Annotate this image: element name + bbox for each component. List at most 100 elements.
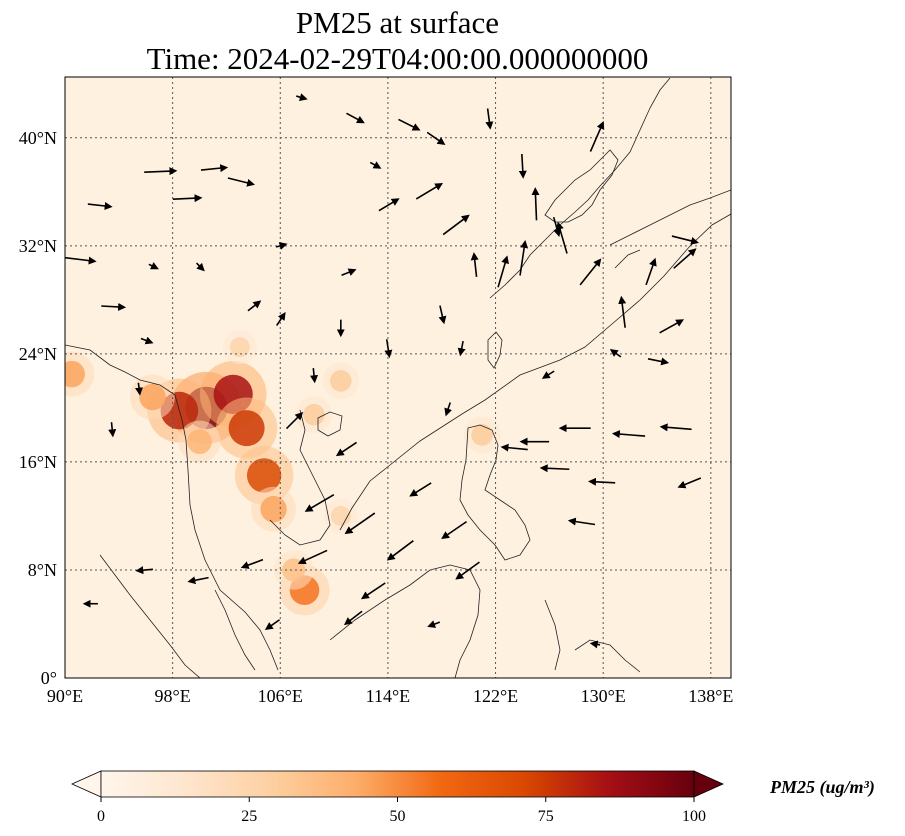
wind-arrow (567, 517, 596, 526)
wind-arrow (671, 235, 700, 245)
pm25-hotspot (330, 505, 351, 526)
wind-arrow (659, 319, 685, 334)
wind-arrow (195, 262, 205, 272)
wind-arrow (304, 493, 335, 512)
pm25-hotspot (139, 383, 166, 411)
wind-arrow (444, 402, 452, 417)
colorbar-min-extend (71, 770, 102, 798)
latitude-tick-label: 8°N (28, 560, 57, 580)
wind-arrow (398, 118, 421, 131)
wind-arrow (200, 164, 229, 173)
wind-arrow (673, 248, 697, 269)
pm25-hotspot (65, 360, 85, 388)
coastline-philippines (459, 424, 531, 561)
colorbar-tick-label: 25 (241, 808, 257, 825)
wind-arrow (485, 108, 494, 130)
wind-arrow (341, 268, 357, 276)
wind-arrow (579, 258, 602, 286)
wind-arrow (187, 576, 209, 585)
wind-arrow (172, 194, 203, 203)
coastline-korea (544, 149, 619, 223)
wind-arrow (360, 582, 386, 600)
wind-arrow (409, 482, 432, 497)
pm25-hotspot (228, 410, 265, 447)
pm25-hotspot (303, 403, 325, 426)
wind-arrow (140, 336, 154, 345)
colorbar-gradient (100, 770, 695, 798)
coastline-layer (65, 77, 731, 678)
wind-arrow (227, 177, 256, 187)
wind-arrow (310, 368, 319, 384)
colorbar-tick-label: 75 (538, 808, 554, 825)
map-subtitle-time: Time: 2024-02-29T04:00:00.000000000 (146, 41, 649, 76)
wind-arrow (470, 252, 479, 277)
wind-arrow (87, 201, 113, 210)
coastline-china-east (339, 77, 731, 531)
pm25-hotspot (330, 370, 352, 392)
wind-arrow (108, 422, 117, 438)
colorbar-tick-label: 100 (682, 808, 706, 825)
wind-arrow (148, 262, 159, 270)
wind-arrow (618, 295, 627, 328)
wind-arrow (541, 370, 555, 379)
colorbar-tick-label: 50 (390, 808, 406, 825)
longitude-tick-label: 90°E (47, 686, 83, 706)
longitude-tick-label: 98°E (155, 686, 191, 706)
wind-arrow (677, 477, 702, 489)
wind-arrow (285, 411, 304, 430)
wind-arrow (589, 121, 605, 152)
wind-arrow (611, 430, 646, 439)
colorbar-tick-label: 0 (97, 808, 105, 825)
wind-arrow (135, 382, 143, 396)
wind-arrow (426, 131, 446, 145)
wind-arrow (500, 443, 528, 452)
wind-arrow (647, 357, 670, 366)
pm25-field-layer (65, 330, 501, 616)
wind-arrow (457, 340, 466, 357)
wind-arrow (65, 256, 97, 265)
coastline-hainan (317, 411, 343, 437)
wind-arrow (276, 312, 286, 326)
latitude-tick-label: 16°N (19, 452, 57, 472)
wind-arrow (552, 216, 562, 238)
wind-arrow (144, 167, 178, 176)
coastline-sumatra-malaya (99, 554, 256, 678)
map-background (65, 77, 731, 678)
wind-arrow (497, 255, 509, 288)
wind-arrow (264, 619, 281, 631)
colorbar-max-extend (693, 770, 724, 798)
wind-arrow (442, 214, 470, 236)
pm25-hotspot (187, 429, 212, 455)
colorbar-title: PM25 (ug/m³) (769, 777, 875, 798)
wind-arrow (539, 464, 570, 473)
longitude-tick-label: 138°E (688, 686, 733, 706)
coastline-sulawesi-new-guinea (544, 599, 641, 673)
coastline-borneo (329, 564, 481, 678)
wind-arrow (518, 153, 527, 179)
pm25-hotspot (282, 558, 306, 582)
wind-arrow (240, 558, 264, 569)
wind-arrow (455, 561, 480, 580)
wind-arrow (441, 520, 468, 540)
wind-arrow (386, 540, 414, 561)
longitude-tick-label: 106°E (258, 686, 303, 706)
longitude-tick-label: 122°E (473, 686, 518, 706)
coastline-indochina (65, 344, 331, 671)
map-frame (64, 76, 732, 679)
wind-arrow (101, 302, 127, 311)
wind-arrow (247, 300, 262, 312)
latitude-tick-label: 32°N (19, 236, 57, 256)
colorbar: 0 25 50 75 100 PM25 (ug/m³) (71, 770, 875, 825)
colorbar-ticks: 0 25 50 75 100 (97, 797, 706, 825)
wind-arrow (589, 640, 601, 649)
latitude-tick-labels: 0° 8°N 16°N 24°N 32°N 40°N (19, 128, 57, 688)
map-title: PM25 at surface (295, 5, 500, 40)
pm25-hotspot (229, 337, 250, 358)
wind-vector-layer (65, 93, 702, 649)
coastline-japan (609, 189, 731, 269)
longitude-tick-label: 130°E (581, 686, 626, 706)
latitude-tick-label: 0° (41, 668, 57, 688)
wind-arrow (645, 257, 657, 286)
pm25-hotspot (471, 424, 493, 446)
